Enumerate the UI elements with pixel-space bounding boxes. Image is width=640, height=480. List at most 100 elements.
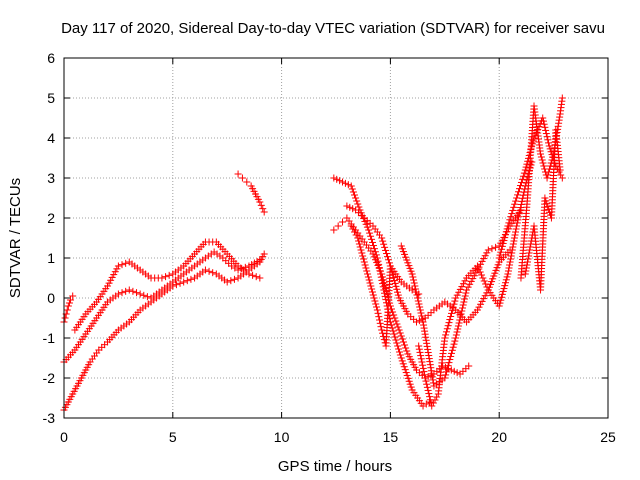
- data-point-sample: [496, 251, 504, 259]
- data-point: [541, 194, 549, 202]
- x-tick-label: 20: [491, 429, 507, 445]
- data-point: [415, 342, 423, 350]
- data-point-sample: [394, 288, 402, 296]
- data-point-sample: [410, 279, 418, 287]
- data-point-sample: [350, 228, 358, 236]
- data-point-sample: [65, 299, 73, 307]
- data-point-sample: [374, 309, 382, 317]
- data-point: [421, 374, 429, 382]
- data-point-sample: [525, 252, 533, 260]
- data-point-sample: [377, 323, 385, 331]
- y-tick-label: -2: [43, 370, 56, 386]
- x-tick-label: 25: [600, 429, 616, 445]
- data-point-sample: [555, 119, 563, 127]
- data-point-sample: [456, 316, 464, 324]
- data-point-sample: [420, 368, 428, 376]
- data-point-sample: [389, 271, 397, 279]
- data-point-sample: [375, 260, 383, 268]
- data-point-sample: [390, 330, 398, 338]
- data-point-sample: [383, 250, 391, 258]
- data-point-sample: [447, 312, 455, 320]
- data-point-sample: [372, 300, 380, 308]
- data-point-sample: [359, 252, 367, 260]
- data-point: [256, 274, 264, 282]
- data-point-sample: [176, 279, 184, 287]
- data-point: [180, 278, 188, 286]
- data-point-sample: [544, 203, 552, 211]
- chart-title: Day 117 of 2020, Sidereal Day-to-day VTE…: [61, 20, 605, 37]
- data-point-sample: [546, 145, 554, 153]
- data-point-sample: [352, 194, 360, 202]
- data-point-sample: [498, 242, 506, 250]
- data-point-sample: [507, 255, 515, 263]
- data-point-sample: [509, 206, 517, 214]
- data-point-sample: [537, 153, 545, 161]
- data-point-sample: [556, 113, 564, 121]
- data-point: [380, 286, 388, 294]
- data-point: [256, 198, 264, 206]
- data-point-sample: [477, 300, 485, 308]
- data-point-sample: [358, 249, 366, 257]
- data-point: [354, 234, 362, 242]
- data-point: [537, 150, 545, 158]
- data-point-sample: [415, 317, 423, 325]
- data-point-sample: [367, 232, 375, 240]
- data-point-sample: [426, 358, 434, 366]
- data-point-sample: [453, 369, 461, 377]
- data-point-sample: [515, 213, 523, 221]
- data-point-sample: [423, 380, 431, 388]
- data-point-sample: [411, 282, 419, 290]
- data-point: [334, 222, 342, 230]
- data-point: [413, 318, 421, 326]
- data-point-sample: [499, 287, 507, 295]
- data-point-sample: [447, 349, 455, 357]
- y-tick-label: 2: [47, 210, 55, 226]
- data-point-sample: [451, 297, 459, 305]
- data-point-sample: [353, 197, 361, 205]
- data-point-sample: [523, 258, 531, 266]
- data-point-sample: [422, 377, 430, 385]
- data-point-sample: [476, 268, 484, 276]
- data-point-sample: [379, 280, 387, 288]
- data-point-sample: [478, 297, 486, 305]
- data-point-sample: [397, 332, 405, 340]
- data-point-sample: [419, 361, 427, 369]
- data-point: [543, 174, 551, 182]
- data-point-sample: [122, 287, 130, 295]
- data-point-sample: [447, 309, 455, 317]
- data-point-sample: [390, 274, 398, 282]
- data-point: [367, 282, 375, 290]
- data-point-sample: [446, 316, 454, 324]
- data-point-sample: [496, 299, 504, 307]
- data-point-sample: [399, 338, 407, 346]
- y-tick-label: 0: [47, 290, 55, 306]
- data-point-sample: [230, 275, 238, 283]
- data-point: [539, 114, 547, 122]
- data-point-sample: [357, 246, 365, 254]
- data-point: [395, 326, 403, 334]
- data-point-sample: [365, 276, 373, 284]
- data-point-sample: [417, 309, 425, 317]
- data-point-sample: [423, 342, 431, 350]
- data-point-sample: [417, 355, 425, 363]
- data-point-sample: [393, 285, 401, 293]
- data-point-sample: [459, 301, 467, 309]
- data-point-sample: [364, 270, 372, 278]
- data-point-sample: [545, 139, 553, 147]
- data-point-sample: [355, 240, 363, 248]
- data-point-sample: [515, 210, 523, 218]
- data-point-sample: [499, 239, 507, 247]
- data-point-sample: [379, 237, 387, 245]
- data-point-sample: [403, 371, 411, 379]
- data-point-sample: [396, 329, 404, 337]
- data-point: [545, 142, 553, 150]
- data-point-sample: [448, 306, 456, 314]
- data-point-sample: [506, 258, 514, 266]
- data-point-sample: [544, 171, 552, 179]
- data-point: [441, 334, 449, 342]
- data-point-sample: [409, 273, 417, 281]
- data-point-sample: [488, 245, 496, 253]
- data-point-sample: [162, 273, 170, 281]
- data-point-sample: [511, 200, 519, 208]
